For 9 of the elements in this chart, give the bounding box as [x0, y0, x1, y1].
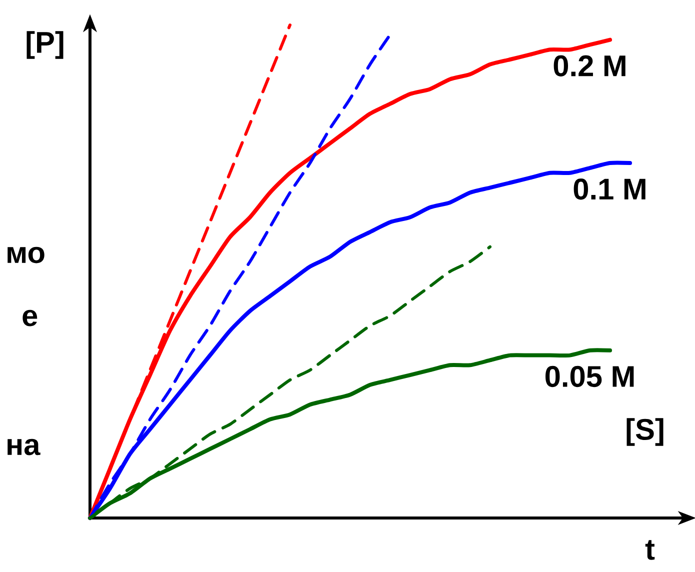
text: мо: [8, 246, 44, 264]
text: е: [22, 310, 38, 326]
annotation: [S]: [626, 418, 664, 446]
series-label: 0.2 M: [554, 55, 626, 76]
series-label: 0.05 M: [546, 366, 634, 388]
y-axis-title: [P]: [26, 31, 64, 59]
x-axis-title: t: [645, 540, 655, 560]
series-label: 0.1 M: [574, 178, 646, 200]
text: на: [8, 438, 40, 456]
